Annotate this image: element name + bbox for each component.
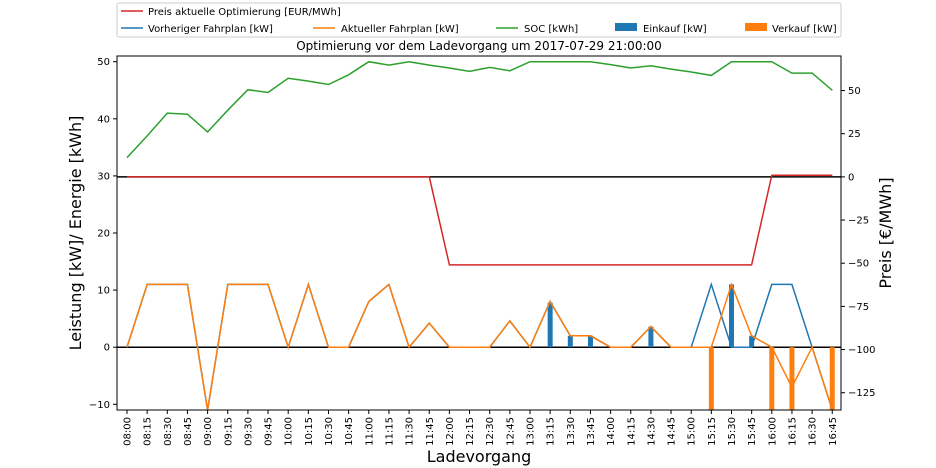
- x-axis: 08:00 08:15 08:30 08:45 09:00 09:15 09:30 09:45…: [123, 410, 839, 446]
- x-tick-label: 11:45: [425, 417, 436, 446]
- x-tick-label: 10:30: [324, 417, 335, 446]
- x-tick-label: 12:00: [445, 417, 456, 446]
- legend-swatch-einkauf: [615, 23, 637, 31]
- einkauf-bar: [567, 335, 573, 348]
- right-tick-label: −25: [848, 216, 869, 227]
- right-tick-label: −50: [848, 259, 869, 270]
- x-tick-label: 08:15: [143, 417, 154, 446]
- x-tick-label: 13:00: [526, 417, 537, 446]
- x-tick-label: 14:45: [667, 417, 678, 446]
- x-tick-label: 13:15: [546, 417, 557, 446]
- x-tick-label: 08:45: [183, 417, 194, 446]
- x-tick-label: 14:00: [606, 417, 617, 446]
- legend-label-preis: Preis aktuelle Optimierung [EUR/MWh]: [148, 7, 341, 18]
- right-tick-label: 50: [848, 86, 861, 97]
- x-tick-label: 09:15: [223, 417, 234, 446]
- left-tick-label: 0: [104, 343, 110, 354]
- plot-frame: [116, 55, 842, 411]
- x-tick-label: 16:15: [787, 417, 798, 446]
- einkauf-bar: [729, 284, 734, 348]
- right-tick-label: 0: [848, 172, 854, 183]
- right-tick-label: −75: [848, 302, 869, 313]
- x-tick-label: 14:30: [646, 417, 657, 446]
- left-tick-label: 30: [97, 171, 110, 182]
- y-axis-left-label: Leistung [kW]/ Energie [kWh]: [66, 116, 85, 351]
- x-tick-label: 10:00: [284, 417, 295, 446]
- legend-label-vorheriger: Vorheriger Fahrplan [kW]: [148, 24, 273, 35]
- x-tick-label: 12:30: [485, 417, 496, 446]
- x-tick-label: 14:15: [626, 417, 637, 446]
- x-tick-label: 16:30: [808, 417, 819, 446]
- x-tick-label: 08:00: [123, 417, 134, 446]
- x-tick-label: 13:30: [566, 417, 577, 446]
- x-tick-label: 10:15: [304, 417, 315, 446]
- x-tick-label: 09:00: [203, 417, 214, 446]
- legend-label-verkauf: Verkauf [kW]: [772, 24, 837, 35]
- bars: [547, 284, 835, 410]
- left-tick-label: 10: [97, 286, 110, 297]
- x-tick-label: 12:15: [465, 417, 476, 446]
- verkauf-bar: [769, 347, 775, 410]
- x-tick-label: 13:45: [586, 417, 597, 446]
- x-tick-label: 09:30: [243, 417, 254, 446]
- einkauf-bar: [648, 326, 654, 348]
- left-tick-label: 50: [97, 57, 110, 68]
- x-tick-label: 11:00: [364, 417, 375, 446]
- legend-frame: [116, 2, 842, 38]
- left-tick-label: 40: [97, 114, 110, 125]
- einkauf-bar: [587, 335, 593, 348]
- x-tick-label: 10:45: [344, 417, 355, 446]
- legend: Preis aktuelle Optimierung [EUR/MWh] Vor…: [116, 2, 842, 38]
- legend-label-soc: SOC [kWh]: [524, 24, 578, 35]
- preis-line: [127, 174, 833, 266]
- verkauf-bar: [789, 347, 795, 410]
- aktueller-fahrplan-line: [126, 281, 834, 411]
- x-tick-label: 15:45: [747, 417, 758, 446]
- right-axis: −125 −100 −75 −50 −25 0 25 50: [841, 86, 875, 399]
- chart-title: Optimierung vor dem Ladevorgang um 2017-…: [296, 39, 662, 53]
- einkauf-bar: [547, 302, 553, 348]
- left-axis: −10 0 10 20 30 40 50: [89, 57, 117, 411]
- legend-label-einkauf: Einkauf [kW]: [643, 24, 707, 35]
- x-axis-label: Ladevorgang: [427, 447, 532, 466]
- right-tick-label: −125: [848, 388, 875, 399]
- x-tick-label: 15:00: [687, 417, 698, 446]
- x-tick-label: 12:45: [505, 417, 516, 446]
- left-tick-label: −10: [89, 400, 110, 411]
- verkauf-bar: [708, 347, 714, 410]
- x-tick-label: 16:45: [828, 417, 839, 446]
- left-tick-label: 20: [97, 229, 110, 240]
- einkauf-bar: [749, 335, 755, 348]
- x-tick-label: 15:15: [707, 417, 718, 446]
- right-tick-label: −100: [848, 345, 875, 356]
- y-axis-right-label: Preis [€/MWh]: [876, 177, 895, 288]
- x-tick-label: 08:30: [163, 417, 174, 446]
- x-tick-label: 11:15: [384, 417, 395, 446]
- x-tick-label: 09:45: [264, 417, 275, 446]
- right-tick-label: 25: [848, 129, 861, 140]
- soc-line: [126, 60, 833, 159]
- x-tick-label: 15:30: [727, 417, 738, 446]
- x-tick-label: 16:00: [767, 417, 778, 446]
- verkauf-bar: [829, 347, 835, 410]
- legend-swatch-verkauf: [745, 23, 767, 31]
- series-lines: [126, 60, 834, 411]
- legend-label-aktueller: Aktueller Fahrplan [kW]: [341, 24, 459, 35]
- x-tick-label: 11:30: [405, 417, 416, 446]
